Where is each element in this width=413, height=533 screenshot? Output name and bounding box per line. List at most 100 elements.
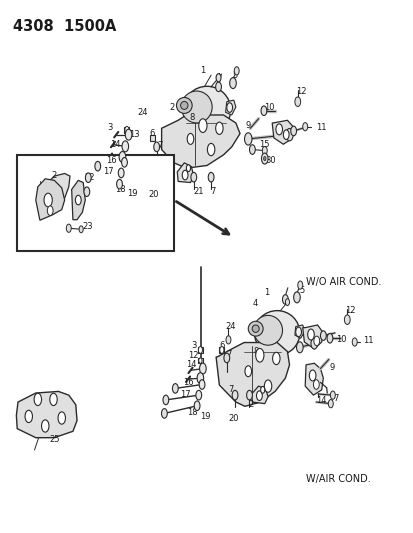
Ellipse shape bbox=[176, 98, 192, 114]
Ellipse shape bbox=[310, 338, 317, 349]
Polygon shape bbox=[197, 358, 202, 364]
Text: 24: 24 bbox=[137, 108, 147, 117]
Text: 14: 14 bbox=[316, 396, 326, 405]
Ellipse shape bbox=[328, 400, 332, 408]
Text: 9: 9 bbox=[329, 363, 334, 372]
Ellipse shape bbox=[225, 336, 230, 344]
Ellipse shape bbox=[50, 393, 57, 406]
Text: 21: 21 bbox=[193, 187, 204, 196]
Ellipse shape bbox=[285, 128, 292, 141]
Ellipse shape bbox=[219, 346, 223, 353]
Text: 13: 13 bbox=[129, 130, 140, 139]
Ellipse shape bbox=[182, 170, 188, 180]
Ellipse shape bbox=[275, 124, 282, 135]
Polygon shape bbox=[36, 179, 64, 220]
Ellipse shape bbox=[309, 370, 315, 381]
Ellipse shape bbox=[272, 352, 279, 365]
Ellipse shape bbox=[84, 187, 90, 197]
Ellipse shape bbox=[198, 358, 202, 364]
Polygon shape bbox=[124, 127, 129, 133]
Ellipse shape bbox=[249, 145, 255, 155]
Polygon shape bbox=[177, 163, 193, 182]
Ellipse shape bbox=[285, 298, 289, 305]
Polygon shape bbox=[304, 364, 323, 395]
Ellipse shape bbox=[183, 86, 230, 133]
Ellipse shape bbox=[234, 67, 239, 75]
Text: 22: 22 bbox=[84, 173, 95, 182]
Text: 2: 2 bbox=[169, 102, 174, 111]
Ellipse shape bbox=[172, 384, 178, 393]
Text: 19: 19 bbox=[199, 412, 210, 421]
Polygon shape bbox=[150, 135, 155, 141]
Text: 7: 7 bbox=[332, 394, 337, 403]
Text: 3: 3 bbox=[191, 341, 197, 350]
Text: 19: 19 bbox=[127, 189, 138, 198]
Text: 20: 20 bbox=[228, 414, 238, 423]
Polygon shape bbox=[38, 173, 70, 209]
Text: 4308  1500A: 4308 1500A bbox=[13, 19, 116, 34]
Text: 2: 2 bbox=[52, 171, 57, 180]
Ellipse shape bbox=[255, 349, 263, 362]
Polygon shape bbox=[71, 180, 85, 220]
Ellipse shape bbox=[153, 142, 159, 152]
Text: 18: 18 bbox=[115, 185, 126, 194]
Ellipse shape bbox=[118, 168, 124, 177]
Ellipse shape bbox=[47, 206, 53, 215]
Ellipse shape bbox=[307, 329, 313, 340]
Text: 6: 6 bbox=[150, 129, 155, 138]
Ellipse shape bbox=[313, 379, 318, 389]
Text: 20: 20 bbox=[148, 190, 158, 199]
Ellipse shape bbox=[264, 380, 271, 392]
Text: 24: 24 bbox=[225, 321, 235, 330]
Ellipse shape bbox=[125, 126, 129, 133]
Ellipse shape bbox=[253, 316, 282, 345]
Ellipse shape bbox=[187, 133, 193, 144]
Ellipse shape bbox=[121, 158, 127, 167]
Text: 17: 17 bbox=[179, 390, 190, 399]
Polygon shape bbox=[17, 391, 77, 438]
Ellipse shape bbox=[216, 74, 221, 82]
Text: 10: 10 bbox=[335, 335, 346, 344]
Text: 9: 9 bbox=[245, 121, 250, 130]
Ellipse shape bbox=[207, 143, 214, 156]
Ellipse shape bbox=[163, 395, 169, 405]
Ellipse shape bbox=[194, 401, 199, 410]
Polygon shape bbox=[161, 115, 240, 168]
Ellipse shape bbox=[190, 172, 196, 182]
Ellipse shape bbox=[260, 386, 264, 393]
Ellipse shape bbox=[297, 281, 302, 289]
Ellipse shape bbox=[261, 153, 268, 164]
Ellipse shape bbox=[246, 390, 252, 400]
Polygon shape bbox=[302, 325, 323, 349]
Polygon shape bbox=[219, 348, 224, 353]
Text: 11: 11 bbox=[362, 336, 373, 345]
Ellipse shape bbox=[34, 393, 41, 406]
Ellipse shape bbox=[122, 141, 128, 152]
Ellipse shape bbox=[195, 390, 201, 400]
Ellipse shape bbox=[244, 133, 252, 145]
Ellipse shape bbox=[313, 336, 319, 346]
Ellipse shape bbox=[125, 129, 132, 140]
Text: 7: 7 bbox=[228, 385, 233, 394]
Text: 4: 4 bbox=[216, 73, 221, 82]
Text: 17: 17 bbox=[102, 167, 113, 176]
Ellipse shape bbox=[229, 78, 236, 88]
Ellipse shape bbox=[198, 119, 206, 133]
Ellipse shape bbox=[351, 338, 356, 346]
Text: W/O AIR COND.: W/O AIR COND. bbox=[305, 278, 381, 287]
Text: 18: 18 bbox=[186, 408, 197, 417]
Text: 2: 2 bbox=[248, 400, 253, 409]
Text: 8: 8 bbox=[252, 347, 258, 356]
Ellipse shape bbox=[186, 165, 190, 172]
Ellipse shape bbox=[293, 292, 299, 303]
Ellipse shape bbox=[263, 157, 266, 160]
Polygon shape bbox=[251, 386, 268, 403]
Ellipse shape bbox=[296, 342, 302, 353]
Ellipse shape bbox=[262, 147, 267, 155]
Text: 7: 7 bbox=[157, 141, 162, 150]
Ellipse shape bbox=[215, 82, 221, 92]
Ellipse shape bbox=[41, 420, 49, 432]
Ellipse shape bbox=[85, 173, 91, 182]
Bar bbox=[17, 155, 173, 251]
Ellipse shape bbox=[180, 101, 188, 109]
